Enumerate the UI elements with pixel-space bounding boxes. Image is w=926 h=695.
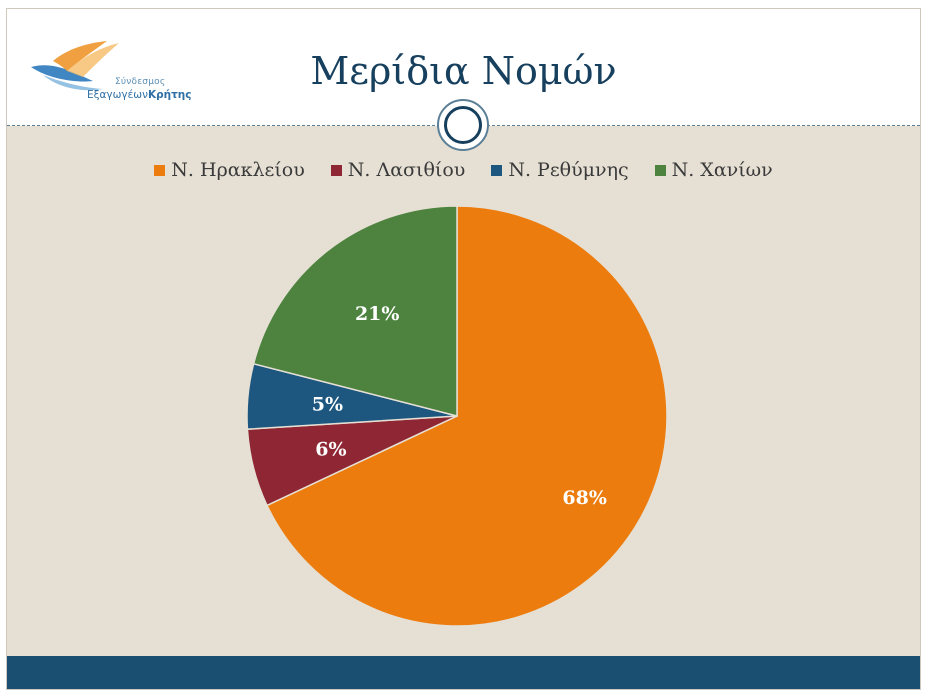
pie-label-rethymno: 5%: [312, 394, 343, 416]
legend-label: Ν. Ηρακλείου: [171, 159, 305, 181]
legend-item-lasithi: Ν. Λασιθίου: [330, 159, 466, 181]
logo: Σύνδεσμος ΕξαγωγέωνΚρήτης: [23, 31, 193, 101]
legend-item-rethymno: Ν. Ρεθύμνης: [491, 159, 629, 181]
pie-label-chania: 21%: [355, 303, 400, 325]
chart-legend: Ν. Ηρακλείου Ν. Λασιθίου Ν. Ρεθύμνης Ν. …: [7, 159, 920, 181]
legend-label: Ν. Λασιθίου: [347, 159, 466, 181]
footer-bar: [7, 656, 920, 689]
pie-chart: 68% 6% 5% 21%: [246, 205, 668, 627]
pie-label-heraklion: 68%: [562, 487, 607, 509]
pie-slice-heraklion: [265, 205, 668, 627]
logo-swoosh-icon: [31, 41, 119, 91]
legend-label: Ν. Ρεθύμνης: [508, 159, 629, 181]
pie-label-lasithi: 6%: [315, 438, 346, 460]
divider-circle-icon: [437, 99, 489, 151]
legend-item-chania: Ν. Χανίων: [654, 159, 773, 181]
legend-swatch-square-icon: [330, 164, 342, 176]
logo-text-line1: Σύνδεσμος: [115, 77, 166, 87]
pie-slice-chania: [252, 205, 458, 417]
legend-swatch-square-icon: [154, 164, 166, 176]
legend-swatch-square-icon: [654, 164, 666, 176]
legend-label: Ν. Χανίων: [671, 159, 773, 181]
legend-swatch-square-icon: [491, 164, 503, 176]
logo-text-line2: ΕξαγωγέωνΚρήτης: [87, 89, 192, 101]
slide: Σύνδεσμος ΕξαγωγέωνΚρήτης Μερίδια Νομών …: [6, 8, 921, 690]
legend-item-heraklion: Ν. Ηρακλείου: [154, 159, 305, 181]
slide-title: Μερίδια Νομών: [310, 49, 617, 93]
